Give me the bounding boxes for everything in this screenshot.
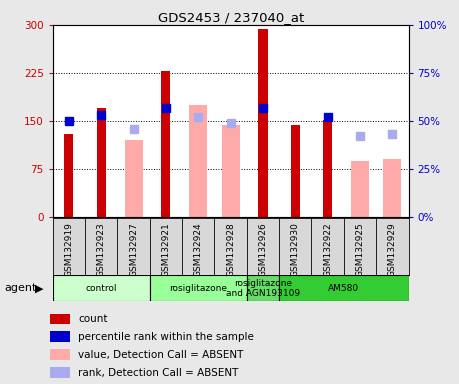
- Bar: [279, 275, 409, 301]
- Bar: [50, 331, 70, 342]
- Bar: [53, 275, 150, 301]
- Bar: [50, 349, 70, 360]
- Text: agent: agent: [5, 283, 37, 293]
- Bar: [125, 140, 143, 217]
- Text: GSM132924: GSM132924: [194, 222, 203, 277]
- Text: rosiglitazone: rosiglitazone: [169, 284, 227, 293]
- Bar: [190, 105, 207, 217]
- Text: AM580: AM580: [328, 284, 359, 293]
- Bar: [247, 275, 279, 301]
- Bar: [150, 275, 247, 301]
- Bar: [291, 126, 300, 217]
- Text: GSM132919: GSM132919: [64, 222, 73, 277]
- Text: ▶: ▶: [35, 283, 43, 293]
- Text: GSM132923: GSM132923: [97, 222, 106, 277]
- Text: value, Detection Call = ABSENT: value, Detection Call = ABSENT: [78, 350, 244, 360]
- Text: GSM132928: GSM132928: [226, 222, 235, 277]
- Text: GSM132927: GSM132927: [129, 222, 138, 277]
- Bar: [64, 134, 73, 217]
- Text: count: count: [78, 314, 108, 324]
- Text: percentile rank within the sample: percentile rank within the sample: [78, 332, 254, 342]
- Bar: [258, 30, 268, 217]
- Text: GSM132930: GSM132930: [291, 222, 300, 277]
- Text: GSM132922: GSM132922: [323, 222, 332, 277]
- Text: rosiglitazone
and AGN193109: rosiglitazone and AGN193109: [226, 279, 300, 298]
- Title: GDS2453 / 237040_at: GDS2453 / 237040_at: [157, 11, 304, 24]
- Bar: [323, 120, 332, 217]
- Text: rank, Detection Call = ABSENT: rank, Detection Call = ABSENT: [78, 367, 239, 378]
- Text: GSM132926: GSM132926: [258, 222, 268, 277]
- Text: GSM132925: GSM132925: [356, 222, 364, 277]
- Bar: [50, 367, 70, 378]
- Text: control: control: [85, 284, 117, 293]
- Text: GSM132921: GSM132921: [162, 222, 170, 277]
- Bar: [222, 126, 240, 217]
- Bar: [351, 161, 369, 217]
- Bar: [50, 313, 70, 324]
- Text: GSM132929: GSM132929: [388, 222, 397, 277]
- Bar: [97, 108, 106, 217]
- Bar: [383, 159, 401, 217]
- Bar: [162, 71, 170, 217]
